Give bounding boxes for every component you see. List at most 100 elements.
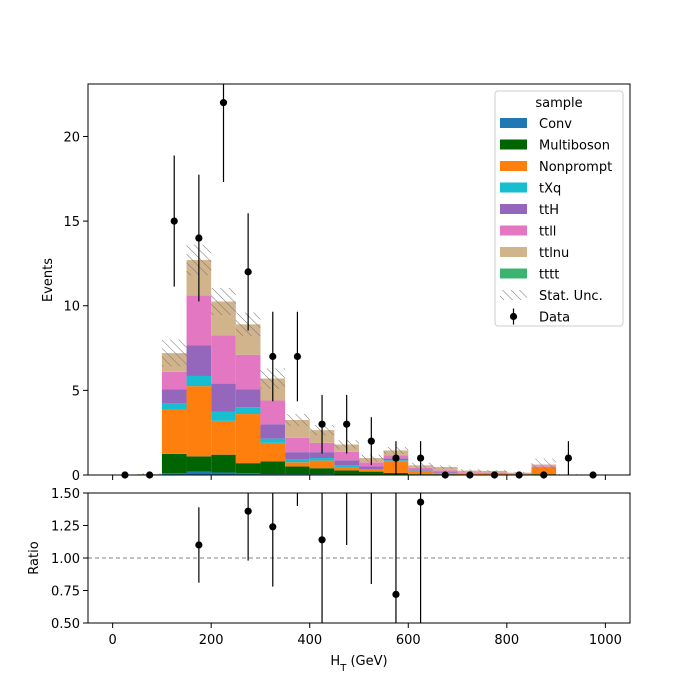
y-tick-label: 20 — [63, 130, 80, 145]
bar-conv — [211, 472, 236, 475]
legend-hatch-swatch — [500, 290, 527, 300]
ratio-plot-background — [88, 493, 630, 623]
x-tick-label: 0 — [108, 633, 116, 648]
bar-txq — [161, 403, 187, 409]
legend-item-conv: Conv — [500, 117, 572, 132]
legend-label: Data — [539, 311, 570, 326]
y-tick-label: 0.75 — [51, 585, 80, 600]
bar-multiboson — [359, 471, 384, 475]
bar-tth — [260, 424, 286, 439]
main-plot-frame — [87, 83, 631, 476]
stat-unc-band — [161, 339, 187, 367]
data-point — [416, 454, 425, 462]
legend-item-data: Data — [509, 308, 570, 326]
bar-ttll — [235, 354, 261, 390]
ratio-point — [392, 590, 400, 599]
x-tick-label: 200 — [199, 633, 224, 648]
legend-swatch — [500, 118, 527, 128]
y-tick-label: 10 — [63, 300, 80, 315]
legend: sample Conv Multiboson Nonprompt tXq ttH ttll… — [494, 90, 624, 327]
data-point — [219, 99, 228, 107]
bar-txq — [359, 469, 384, 470]
data-point — [195, 234, 203, 242]
bar-tth — [211, 383, 236, 412]
bar-multiboson — [211, 454, 236, 473]
bar-nonprompt — [359, 469, 384, 472]
bar-ttll — [186, 295, 212, 346]
legend-title: sample — [535, 96, 582, 111]
bar-nonprompt — [161, 408, 187, 454]
legend-label: Conv — [539, 117, 572, 132]
legend-item-multiboson: Multiboson — [500, 139, 610, 154]
stat-unc-band — [432, 465, 458, 469]
bar-multiboson — [334, 470, 359, 475]
y-tick-label: 0.50 — [51, 617, 80, 632]
legend-swatch — [500, 139, 527, 150]
data-point — [318, 420, 326, 428]
bar-txq — [260, 438, 286, 443]
bar-tth — [285, 452, 310, 460]
x-tick-label: 1000 — [589, 633, 622, 648]
y-tick-label: 5 — [72, 384, 80, 399]
stat-unc-band — [211, 287, 236, 316]
bar-txq — [334, 465, 359, 468]
data-point — [343, 420, 351, 428]
main-y-ticks: 0 5 10 15 20 — [63, 130, 88, 484]
ratio-point — [318, 536, 326, 544]
legend-label: ttH — [539, 203, 559, 218]
y-tick-label: 1.50 — [51, 487, 80, 502]
data-point — [269, 352, 277, 361]
legend-swatch — [500, 268, 527, 279]
ratio-y-axis-label: Ratio — [27, 541, 42, 574]
ratio-point — [269, 523, 277, 531]
legend-item-stat-unc-: Stat. Unc. — [500, 289, 603, 304]
bar-nonprompt — [211, 420, 236, 455]
main-y-axis-label: Events — [41, 258, 56, 302]
bar-ttll — [260, 400, 286, 425]
legend-label: ttlnu — [539, 246, 569, 261]
bar-ttll — [432, 470, 458, 473]
bar-tth — [186, 345, 212, 376]
data-point — [244, 268, 252, 276]
bar-txq — [211, 411, 236, 421]
x-tick-label: 600 — [396, 633, 421, 648]
stat-unc-band — [531, 458, 557, 471]
bar-nonprompt — [334, 467, 359, 471]
bar-tth — [334, 460, 359, 466]
stat-unc-band — [285, 414, 310, 426]
bar-tth — [235, 389, 261, 408]
bar-ttll — [285, 437, 310, 453]
bar-multiboson — [235, 463, 261, 474]
legend-data-marker — [509, 312, 518, 321]
bar-multiboson — [260, 461, 286, 475]
ratio-y-ticks: 0.50 0.75 1.00 1.25 1.50 — [51, 487, 88, 632]
bar-nonprompt — [285, 462, 310, 467]
bar-multiboson — [285, 466, 310, 475]
legend-swatch — [500, 247, 527, 257]
bar-txq — [285, 459, 310, 463]
data-point — [392, 454, 400, 462]
data-point — [564, 454, 573, 462]
legend-label: Nonprompt — [539, 160, 612, 175]
bar-multiboson — [186, 456, 212, 472]
bar-ttll — [334, 451, 359, 461]
legend-swatch — [500, 182, 527, 193]
legend-label: Stat. Unc. — [539, 289, 603, 304]
x-axis-label: HT (GeV) — [330, 654, 387, 674]
legend-item-nonprompt: Nonprompt — [500, 160, 612, 175]
bar-conv — [235, 473, 261, 475]
legend-box — [494, 90, 624, 327]
legend-item-ttll: ttll — [500, 225, 556, 240]
legend-label: tXq — [539, 182, 561, 197]
x-tick-label: 800 — [494, 633, 519, 648]
bar-ttll — [161, 371, 187, 390]
legend-item-txq: tXq — [500, 182, 561, 197]
bar-nonprompt — [235, 414, 261, 464]
legend-label: Multiboson — [539, 139, 610, 154]
bar-conv — [161, 473, 187, 475]
bar-nonprompt — [260, 442, 286, 462]
data-point — [367, 437, 375, 445]
data-point — [293, 352, 302, 361]
bar-nonprompt — [309, 460, 335, 469]
